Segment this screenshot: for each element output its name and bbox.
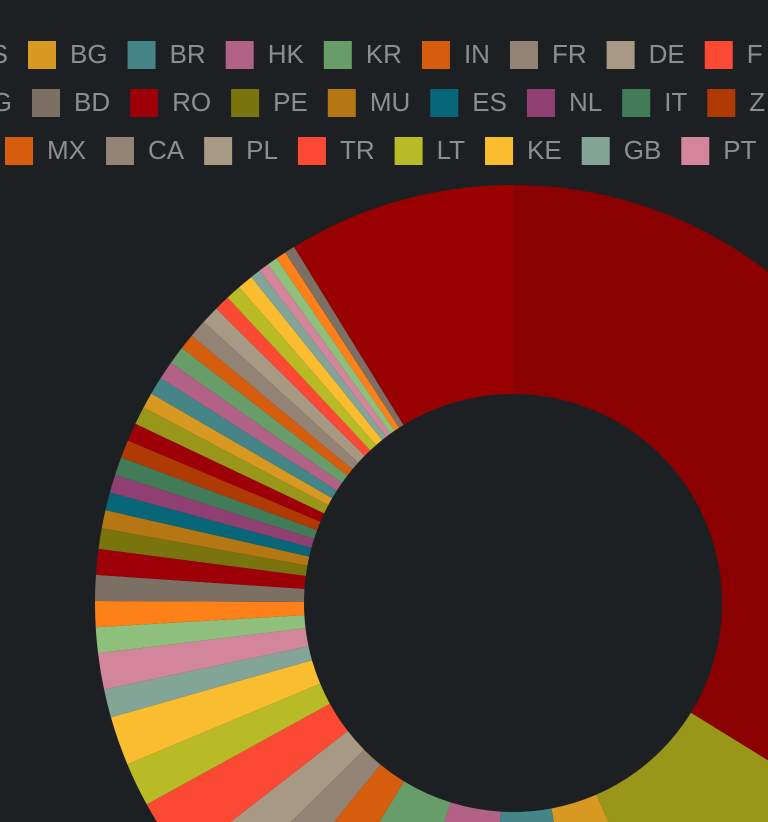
slice	[135, 407, 329, 514]
legend-label: IT	[664, 87, 687, 117]
legend-label: MU	[370, 87, 410, 117]
legend-swatch	[509, 41, 538, 69]
legend-swatch	[430, 89, 459, 117]
slice	[95, 548, 306, 589]
legend-label: CA	[148, 135, 185, 165]
slice	[333, 764, 405, 822]
donut	[95, 185, 768, 822]
slice	[115, 457, 318, 539]
legend-swatch	[5, 137, 33, 165]
legend-label: LT	[437, 135, 466, 165]
slice	[105, 492, 312, 557]
legend-label: KR	[366, 39, 402, 69]
legend-label: PE	[273, 87, 308, 117]
slice	[276, 252, 400, 431]
legend-label: DE	[649, 39, 685, 69]
legend-swatch	[622, 89, 651, 117]
legend-swatch	[127, 41, 156, 69]
legend-swatch	[526, 89, 555, 117]
legend-label: NL	[569, 87, 602, 117]
slice	[290, 749, 381, 822]
legend-swatch	[327, 89, 356, 117]
legend-swatch	[421, 41, 450, 69]
legend-swatch	[297, 137, 326, 165]
slice	[104, 646, 312, 718]
slice	[227, 287, 377, 451]
legend-swatch	[707, 89, 736, 117]
slice	[251, 270, 387, 441]
legend-label: Z	[749, 87, 765, 117]
slice	[513, 185, 768, 761]
slice	[127, 423, 325, 522]
slice	[160, 362, 342, 491]
legend-label: RO	[172, 87, 211, 117]
legend-swatch	[704, 41, 733, 69]
legend-swatch	[323, 41, 352, 69]
legend-swatch	[204, 137, 233, 165]
legend: S BG BR HK KR IN FR DE F G BD RO PE MU ES NL IT Z MX CA PL TR…	[0, 39, 765, 165]
legend-swatch	[28, 41, 56, 69]
slice	[203, 308, 365, 463]
slice	[181, 335, 353, 476]
slice	[110, 660, 321, 765]
legend-swatch	[581, 137, 610, 165]
slice	[95, 601, 305, 628]
slice	[499, 808, 554, 822]
slice	[127, 683, 330, 805]
legend-swatch	[231, 89, 260, 117]
slice	[444, 802, 501, 822]
legend-swatch	[485, 137, 514, 165]
legend-label: G	[0, 87, 12, 117]
slice	[146, 703, 348, 822]
slice	[551, 794, 609, 822]
slice	[230, 731, 365, 822]
legend-label: TR	[340, 135, 375, 165]
legend-label: BD	[74, 87, 110, 117]
slice	[267, 258, 395, 434]
legend-label: IN	[464, 39, 490, 69]
slice	[143, 393, 333, 506]
slice	[259, 264, 391, 437]
slice	[151, 377, 337, 499]
legend-label: ES	[472, 87, 507, 117]
slice	[101, 510, 310, 566]
slice	[98, 528, 308, 576]
legend-label: GB	[624, 135, 662, 165]
legend-label: MX	[47, 135, 86, 165]
legend-swatch	[130, 89, 159, 117]
legend-label: S	[0, 39, 8, 69]
slice	[294, 185, 513, 425]
legend-label: HK	[268, 39, 305, 69]
legend-label: KE	[527, 135, 562, 165]
slice	[239, 277, 383, 446]
legend-label: FR	[552, 39, 587, 69]
legend-swatch	[225, 41, 254, 69]
slice	[95, 615, 306, 654]
legend-label: BG	[70, 39, 108, 69]
legend-swatch	[106, 137, 134, 165]
slice	[379, 781, 451, 822]
legend-swatch	[32, 89, 60, 117]
slice	[596, 712, 768, 822]
legend-swatch	[606, 41, 635, 69]
slice	[191, 321, 359, 470]
slice	[109, 474, 315, 548]
legend-label: BR	[170, 39, 206, 69]
legend-label: PL	[246, 135, 278, 165]
legend-label: PT	[723, 135, 756, 165]
legend-label: F	[747, 39, 763, 69]
slice	[170, 347, 348, 483]
slice	[216, 297, 371, 456]
slice	[121, 440, 321, 531]
slice	[285, 246, 404, 428]
slice	[95, 574, 305, 603]
legend-swatch	[681, 137, 710, 165]
legend-swatch	[394, 137, 423, 165]
slice	[98, 628, 309, 690]
